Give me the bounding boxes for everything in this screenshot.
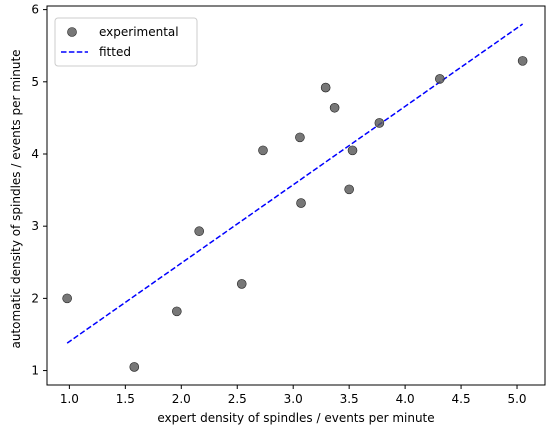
- legend-box: [54, 17, 198, 67]
- x-tick-label: 4.0: [396, 392, 415, 406]
- x-tick-label: 4.5: [452, 392, 471, 406]
- x-tick-label: 3.5: [340, 392, 359, 406]
- y-tick-label: 4: [31, 147, 39, 161]
- y-tick-label: 6: [31, 3, 39, 17]
- y-axis-label: automatic density of spindles / events p…: [9, 49, 23, 348]
- data-point-14: [435, 74, 445, 84]
- data-point-4: [194, 226, 204, 237]
- y-tick-label: 3: [31, 219, 39, 233]
- y-tick-label: 2: [31, 291, 39, 305]
- plot-frame: [46, 5, 546, 386]
- y-tick-label: 1: [31, 364, 39, 378]
- data-point-12: [347, 145, 358, 156]
- x-tick-label: 5.0: [507, 392, 526, 406]
- data-point-5: [236, 279, 247, 289]
- data-point-1: [62, 293, 72, 304]
- x-tick-label: 1.0: [60, 392, 79, 406]
- data-point-2: [129, 362, 140, 372]
- data-point-7: [295, 132, 305, 143]
- y-tick-label: 5: [31, 75, 39, 89]
- data-point-9: [320, 82, 331, 93]
- data-point-10: [329, 102, 340, 113]
- x-tick-label: 3.0: [284, 392, 303, 406]
- x-tick-label: 1.5: [116, 392, 135, 406]
- fitted-line: [66, 23, 524, 344]
- data-point-3: [172, 306, 182, 317]
- x-tick-label: 2.0: [172, 392, 191, 406]
- x-tick-label: 2.5: [228, 392, 247, 406]
- legend-label-experimental: experimental: [99, 25, 179, 39]
- data-point-6: [258, 145, 268, 156]
- data-point-15: [517, 56, 528, 66]
- legend-label-fitted: fitted: [99, 45, 131, 59]
- x-axis-label: expert density of spindles / events per …: [157, 411, 434, 425]
- data-point-11: [344, 184, 354, 195]
- data-point-8: [296, 198, 306, 208]
- data-point-13: [374, 118, 385, 128]
- legend-marker-experimental: [67, 27, 77, 37]
